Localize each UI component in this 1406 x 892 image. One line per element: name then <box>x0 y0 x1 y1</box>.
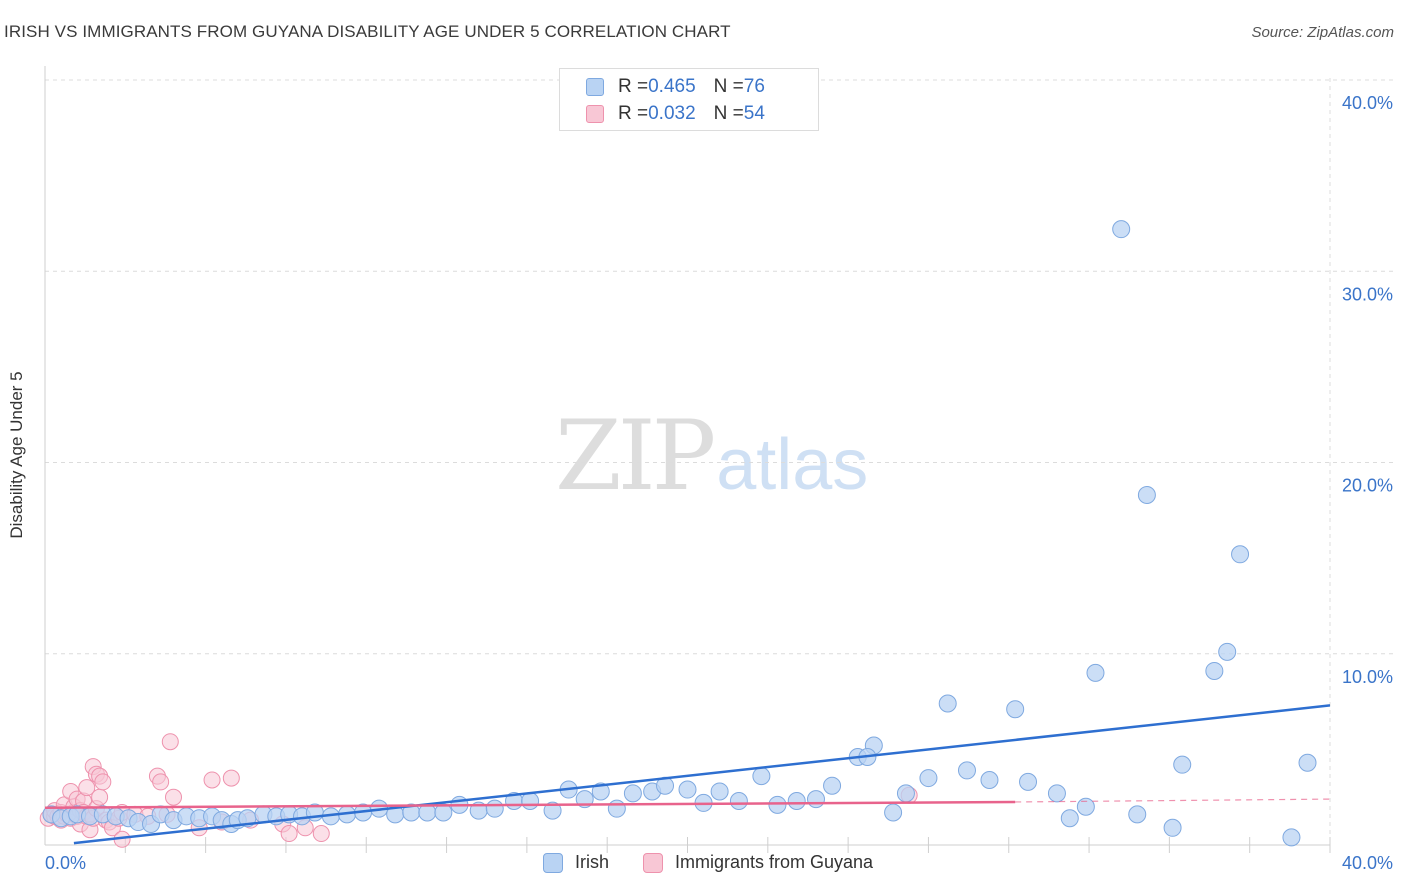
irish-point <box>1019 772 1038 791</box>
bottom-irish-swatch <box>543 852 563 873</box>
guyana-point <box>94 773 112 791</box>
irish-point <box>729 792 748 811</box>
watermark: ZIPatlas <box>555 400 868 512</box>
irish-point <box>1231 545 1250 564</box>
irish-point <box>1163 818 1182 837</box>
guyana-point <box>312 825 330 843</box>
source-label: Source: ZipAtlas.com <box>1251 24 1394 41</box>
axis-layer <box>44 66 1331 853</box>
irish-point <box>434 803 453 822</box>
bottom-legend-guyana: Immigrants from Guyana <box>643 852 873 873</box>
y-axis-label: Disability Age Under 5 <box>7 371 26 539</box>
y-tick-label: 20.0% <box>1342 476 1393 496</box>
irish-point <box>896 784 915 803</box>
bottom-irish-label: Irish <box>575 852 610 872</box>
guyana-point <box>152 773 170 791</box>
irish-point <box>1128 805 1147 824</box>
guyana-point <box>78 779 96 797</box>
chart-title: IRISH VS IMMIGRANTS FROM GUYANA DISABILI… <box>4 22 731 41</box>
irish-point <box>543 801 562 820</box>
bottom-guyana-label: Immigrants from Guyana <box>675 852 874 872</box>
irish-points <box>42 220 1317 847</box>
irish-point <box>1137 486 1156 505</box>
irish-point <box>1112 220 1131 239</box>
irish-point <box>1298 753 1317 772</box>
irish-point <box>884 803 903 822</box>
guyana-point <box>203 771 221 789</box>
guyana-point <box>91 788 109 806</box>
guyana-points <box>39 733 918 848</box>
irish-point <box>752 767 771 786</box>
x-tick-label-max: 40.0% <box>1342 853 1393 873</box>
irish-point <box>485 799 504 818</box>
irish-r-value: 0.465 <box>648 76 696 97</box>
irish-r-label: R = <box>618 76 649 97</box>
irish-trend-line <box>73 704 1331 845</box>
guyana-n-label: N = <box>713 103 744 124</box>
irish-point <box>678 780 697 799</box>
irish-point <box>1282 828 1301 847</box>
tick-label-layer: 10.0% 20.0% 30.0% 40.0% 0.0% 40.0% <box>45 93 1393 873</box>
irish-point <box>623 784 642 803</box>
guyana-trend-extension <box>1015 798 1331 803</box>
irish-point <box>521 792 540 811</box>
irish-point <box>1076 797 1095 816</box>
guyana-n-value: 54 <box>743 103 765 124</box>
bottom-legend-irish: Irish <box>543 852 609 873</box>
irish-point <box>1086 663 1105 682</box>
guyana-r-value: 0.032 <box>648 103 696 124</box>
y-tick-label: 30.0% <box>1342 284 1393 304</box>
irish-swatch <box>586 78 604 96</box>
y-tick-label: 10.0% <box>1342 667 1393 687</box>
irish-point <box>607 799 626 818</box>
guyana-point <box>161 733 179 751</box>
irish-point <box>710 782 729 801</box>
irish-point <box>1047 784 1066 803</box>
guyana-point <box>280 825 298 843</box>
irish-point <box>787 792 806 811</box>
legend-row-guyana: R = 0.032 N = 54 <box>586 102 765 126</box>
irish-n-label: N = <box>713 76 744 97</box>
irish-point <box>591 782 610 801</box>
legend-row-irish: R = 0.465 N = 76 <box>586 75 765 99</box>
irish-point <box>823 776 842 795</box>
guyana-point <box>165 788 182 806</box>
x-tick-label-min: 0.0% <box>45 853 86 873</box>
guyana-r-label: R = <box>618 103 649 124</box>
irish-point <box>1205 661 1224 680</box>
irish-point <box>957 761 976 780</box>
irish-n-value: 76 <box>743 76 765 97</box>
trend-layer <box>44 704 1331 845</box>
irish-point <box>1218 642 1237 661</box>
bottom-legend: Irish Immigrants from Guyana <box>0 852 1406 878</box>
irish-point <box>938 694 957 713</box>
grid-layer <box>45 78 1395 845</box>
y-tick-label: 40.0% <box>1342 93 1393 113</box>
watermark-zip: ZIP <box>555 400 716 512</box>
guyana-swatch <box>586 105 604 123</box>
irish-point <box>1060 809 1079 828</box>
irish-point <box>980 770 999 789</box>
irish-point <box>768 795 787 814</box>
irish-point <box>919 769 938 788</box>
irish-point <box>807 790 825 809</box>
bottom-guyana-swatch <box>643 852 663 873</box>
guyana-trend-line <box>44 800 1016 809</box>
guyana-point <box>222 769 240 787</box>
watermark-atlas: atlas <box>716 425 869 505</box>
correlation-legend: R = 0.465 N = 76 R = 0.032 N = 54 <box>559 68 819 131</box>
irish-point <box>1173 755 1192 774</box>
irish-point <box>1006 700 1025 719</box>
